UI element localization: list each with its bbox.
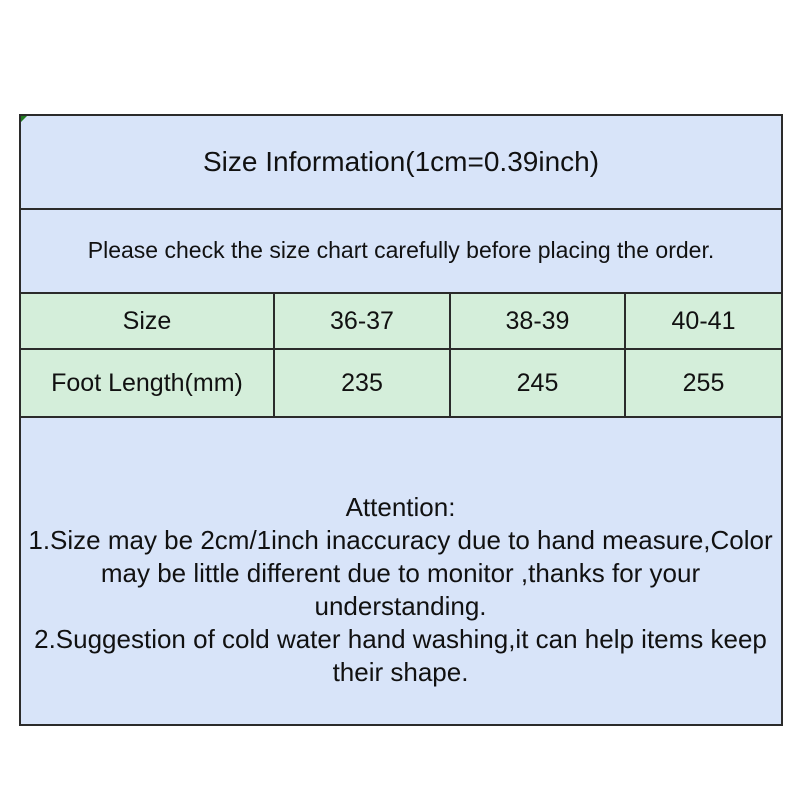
table-corner-mark bbox=[21, 116, 27, 122]
foot-length-label: Foot Length(mm) bbox=[19, 348, 275, 418]
attention-line: 1.Size may be 2cm/1inch inaccuracy due t… bbox=[28, 525, 773, 555]
notice-row: Please check the size chart carefully be… bbox=[18, 208, 784, 294]
foot-length-cell: 235 bbox=[273, 348, 451, 418]
size-value-cell: 40-41 bbox=[623, 292, 784, 350]
attention-line: 2.Suggestion of cold water hand washing,… bbox=[34, 624, 767, 654]
order-notice: Please check the size chart carefully be… bbox=[18, 208, 784, 294]
size-chart-table: Size Information(1cm=0.39inch) Please ch… bbox=[18, 114, 784, 726]
attention-line: their shape. bbox=[332, 657, 469, 687]
foot-length-cell: 255 bbox=[623, 348, 784, 418]
attention-note: Attention: 1.Size may be 2cm/1inch inacc… bbox=[18, 416, 784, 726]
size-info-title: Size Information(1cm=0.39inch) bbox=[18, 114, 784, 210]
size-value-cell: 36-37 bbox=[273, 292, 451, 350]
foot-length-row: Foot Length(mm) 235 245 255 bbox=[19, 348, 784, 418]
attention-line: understanding. bbox=[314, 591, 487, 621]
size-value-cell: 38-39 bbox=[449, 292, 626, 350]
foot-length-cell: 245 bbox=[449, 348, 626, 418]
attention-heading: Attention: bbox=[345, 492, 456, 522]
title-row: Size Information(1cm=0.39inch) bbox=[18, 114, 784, 210]
attention-line: may be little different due to monitor ,… bbox=[100, 558, 701, 588]
size-row-label: Size bbox=[19, 292, 275, 350]
size-values-row: Size 36-37 38-39 40-41 bbox=[19, 292, 784, 350]
attention-row: Attention: 1.Size may be 2cm/1inch inacc… bbox=[18, 416, 784, 726]
